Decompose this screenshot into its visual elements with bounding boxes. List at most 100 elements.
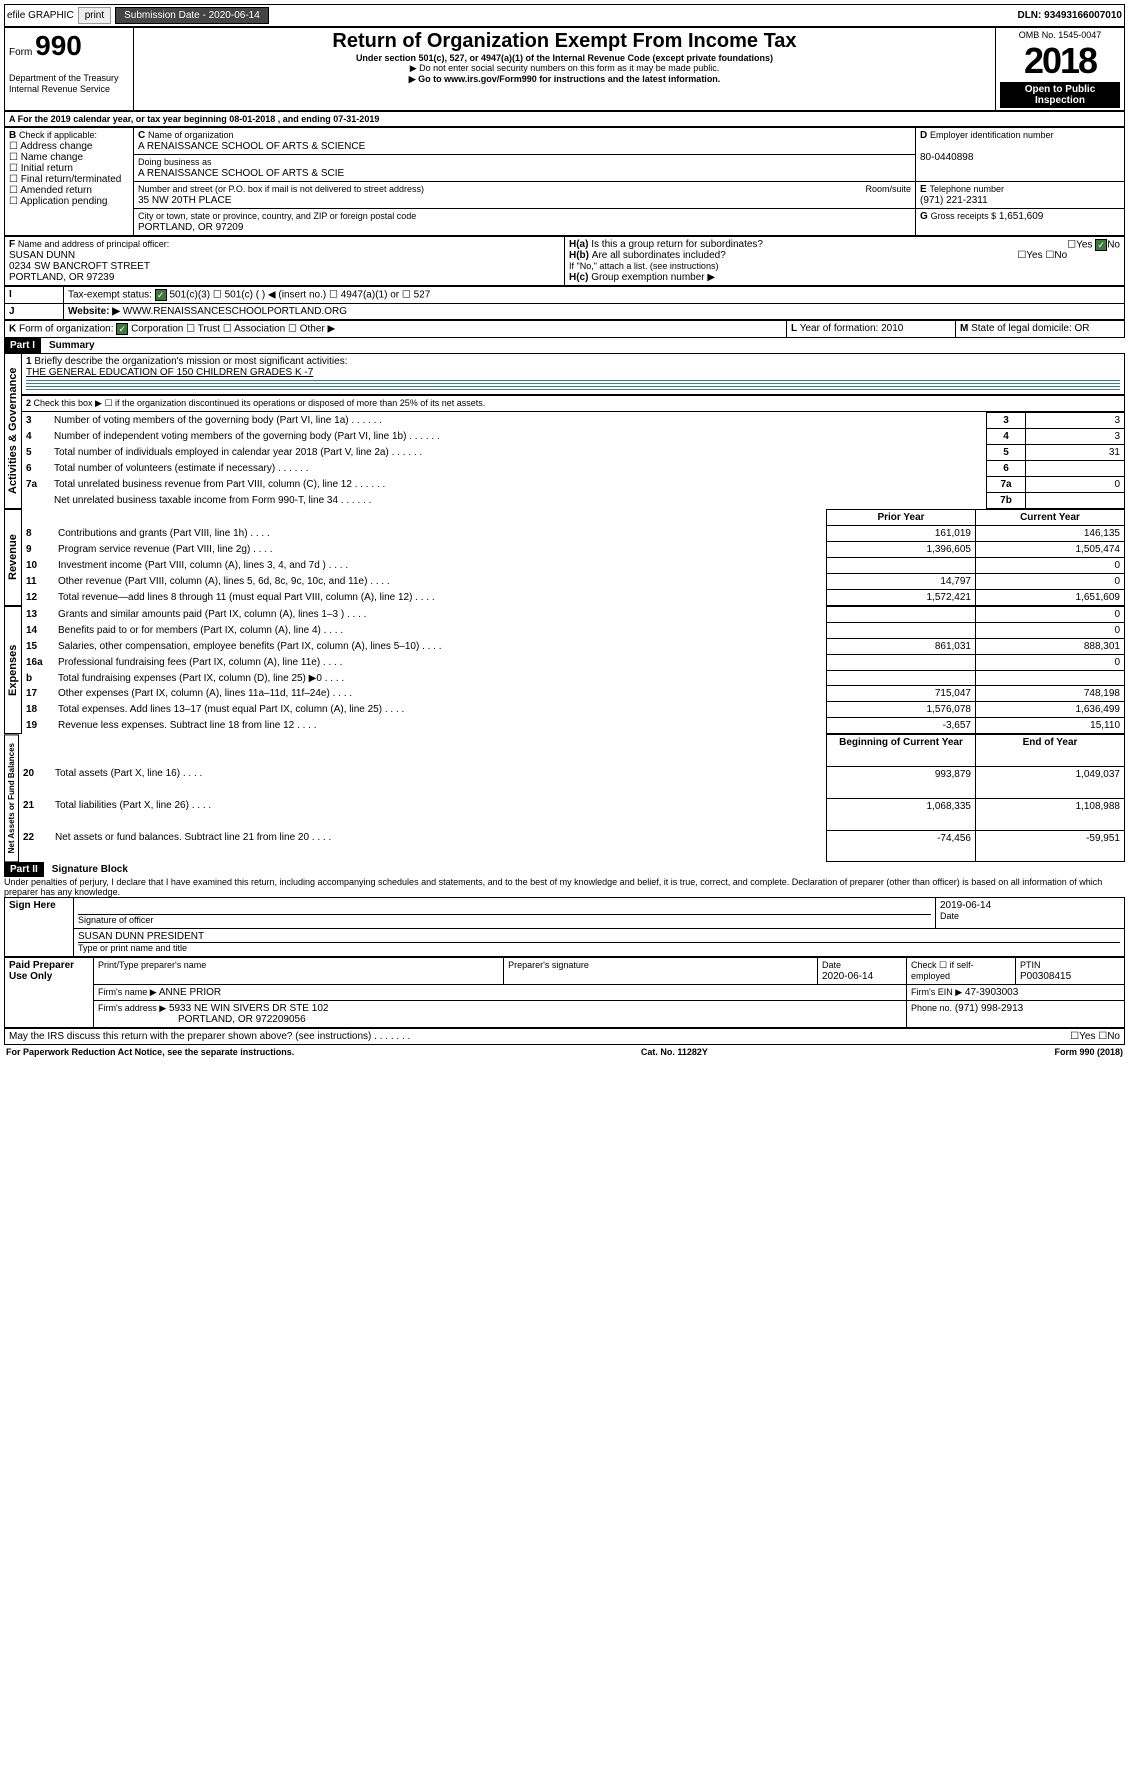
q1-answer: THE GENERAL EDUCATION OF 150 CHILDREN GR… — [26, 367, 313, 378]
entity-block: B Check if applicable: ☐ Address change … — [4, 127, 1125, 236]
table-row: 5Total number of individuals employed in… — [22, 445, 1125, 461]
netassets-table: Beginning of Current YearEnd of Year20To… — [19, 734, 1125, 862]
website-label: Website: ▶ — [68, 306, 120, 317]
table-row: 3Number of voting members of the governi… — [22, 413, 1125, 429]
table-row: Net unrelated business taxable income fr… — [22, 493, 1125, 509]
gross-receipts: 1,651,609 — [999, 211, 1044, 222]
form-subtitle: Under section 501(c), 527, or 4947(a)(1)… — [138, 53, 991, 63]
table-row: 20Total assets (Part X, line 16) . . . .… — [19, 766, 1125, 798]
table-row: 18Total expenses. Add lines 13–17 (must … — [22, 702, 1125, 718]
check-initial[interactable]: ☐ Initial return — [9, 163, 73, 174]
ha-label: Is this a group return for subordinates? — [591, 239, 763, 250]
part1-label: Part I — [4, 338, 41, 353]
table-row: 22Net assets or fund balances. Subtract … — [19, 830, 1125, 862]
type-name-label: Type or print name and title — [78, 943, 187, 953]
discuss-row: May the IRS discuss this return with the… — [4, 1028, 1125, 1045]
table-row: 8Contributions and grants (Part VIII, li… — [22, 526, 1125, 542]
note-2: ▶ Go to www.irs.gov/Form990 for instruct… — [138, 74, 991, 85]
status-block: I Tax-exempt status: 501(c)(3) ☐ 501(c) … — [4, 286, 1125, 320]
ha-no-check[interactable] — [1095, 239, 1107, 251]
table-row: 11Other revenue (Part VIII, column (A), … — [22, 574, 1125, 590]
submission-date: Submission Date - 2020-06-14 — [115, 7, 269, 24]
hb-label: Are all subordinates included? — [592, 250, 726, 261]
form-footer: Form 990 (2018) — [1054, 1047, 1123, 1057]
officer-name: SUSAN DUNN — [9, 250, 75, 261]
table-row: 10Investment income (Part VIII, column (… — [22, 558, 1125, 574]
check-amended[interactable]: ☐ Amended return — [9, 185, 92, 196]
ein: 80-0440898 — [920, 152, 973, 163]
sig-block-label: Signature Block — [44, 862, 136, 877]
prep-date: 2020-06-14 — [822, 971, 873, 982]
table-row: 7aTotal unrelated business revenue from … — [22, 477, 1125, 493]
vlabel-expenses: Expenses — [4, 606, 22, 734]
self-emp-label: Check ☐ if self-employed — [911, 960, 974, 981]
expenses-table: 13Grants and similar amounts paid (Part … — [22, 606, 1125, 734]
cat-no: Cat. No. 11282Y — [641, 1047, 708, 1057]
perjury-text: Under penalties of perjury, I declare th… — [4, 877, 1125, 897]
footer: For Paperwork Reduction Act Notice, see … — [4, 1045, 1125, 1059]
officer-addr1: 0234 SW BANCROFT STREET — [9, 261, 150, 272]
paid-preparer-block: Paid Preparer Use Only Print/Type prepar… — [4, 957, 1125, 1028]
501c3-check[interactable] — [155, 289, 167, 301]
org-name: A RENAISSANCE SCHOOL OF ARTS & SCIENCE — [138, 141, 365, 152]
table-row: 17Other expenses (Part IX, column (A), l… — [22, 686, 1125, 702]
firm-name-label: Firm's name ▶ — [98, 987, 157, 997]
year-formation: 2010 — [881, 323, 903, 334]
phone-label: Telephone number — [929, 184, 1004, 194]
part2-header: Part II Signature Block — [4, 862, 1125, 877]
phone: (971) 221-2311 — [920, 195, 988, 206]
gross-label: Gross receipts $ — [931, 211, 997, 221]
check-address[interactable]: ☐ Address change — [9, 141, 92, 152]
org-form-block: K Form of organization: Corporation ☐ Tr… — [4, 320, 1125, 338]
governance-table: 3Number of voting members of the governi… — [22, 412, 1125, 509]
addr-label: Number and street (or P.O. box if mail i… — [138, 184, 424, 194]
tax-exempt-label: Tax-exempt status: — [68, 290, 152, 301]
table-row: 13Grants and similar amounts paid (Part … — [22, 607, 1125, 623]
dept-label: Department of the Treasury Internal Reve… — [9, 73, 119, 94]
ptin: P00308415 — [1020, 971, 1071, 982]
street-address: 35 NW 20TH PLACE — [138, 195, 231, 206]
form-org-label: Form of organization: — [19, 324, 114, 335]
room-label: Room/suite — [865, 184, 911, 194]
pra-notice: For Paperwork Reduction Act Notice, see … — [6, 1047, 294, 1057]
check-final[interactable]: ☐ Final return/terminated — [9, 174, 121, 185]
table-row: 12Total revenue—add lines 8 through 11 (… — [22, 590, 1125, 606]
prep-sig-label: Preparer's signature — [508, 960, 589, 970]
check-name[interactable]: ☐ Name change — [9, 152, 83, 163]
sign-here: Sign Here — [5, 898, 74, 957]
part1-header: Part I Summary — [4, 338, 1125, 353]
sig-date: 2019-06-14 — [940, 900, 991, 911]
section-a: A For the 2019 calendar year, or tax yea… — [4, 111, 1125, 127]
tax-year-line: For the 2019 calendar year, or tax year … — [18, 114, 380, 124]
summary-label: Summary — [41, 338, 103, 353]
print-button[interactable]: print — [78, 7, 111, 24]
check-pending[interactable]: ☐ Application pending — [9, 196, 108, 207]
firm-addr2: PORTLAND, OR 972209056 — [178, 1014, 306, 1025]
table-row: bTotal fundraising expenses (Part IX, co… — [22, 671, 1125, 686]
sign-here-block: Sign Here Signature of officer 2019-06-1… — [4, 897, 1125, 957]
open-inspection: Open to Public Inspection — [1000, 82, 1120, 108]
revenue-table: Prior YearCurrent Year8Contributions and… — [22, 509, 1125, 606]
check-applicable-label: Check if applicable: — [19, 130, 97, 140]
ptin-label: PTIN — [1020, 960, 1041, 970]
paid-preparer-label: Paid Preparer Use Only — [5, 958, 94, 1028]
form-header: Form 990 Department of the Treasury Inte… — [4, 27, 1125, 111]
city-label: City or town, state or province, country… — [138, 211, 416, 221]
year-formation-label: Year of formation: — [800, 323, 879, 334]
table-row: 21Total liabilities (Part X, line 26) . … — [19, 798, 1125, 830]
vlabel-revenue: Revenue — [4, 509, 22, 606]
table-row: 6Total number of volunteers (estimate if… — [22, 461, 1125, 477]
domicile-label: State of legal domicile: — [971, 323, 1072, 334]
part2-label: Part II — [4, 862, 44, 877]
website-url: WWW.RENAISSANCESCHOOLPORTLAND.ORG — [123, 306, 347, 317]
firm-phone: (971) 998-2913 — [955, 1003, 1023, 1014]
date-label: Date — [940, 911, 959, 921]
firm-addr1: 5933 NE WIN SIVERS DR STE 102 — [169, 1003, 329, 1014]
omb: OMB No. 1545-0047 — [1000, 30, 1120, 40]
domicile: OR — [1075, 323, 1090, 334]
q1: Briefly describe the organization's miss… — [34, 356, 347, 367]
vlabel-netassets: Net Assets or Fund Balances — [4, 734, 19, 862]
city: PORTLAND, OR 97209 — [138, 222, 243, 233]
sig-officer-label: Signature of officer — [78, 915, 153, 925]
corp-check[interactable] — [116, 323, 128, 335]
